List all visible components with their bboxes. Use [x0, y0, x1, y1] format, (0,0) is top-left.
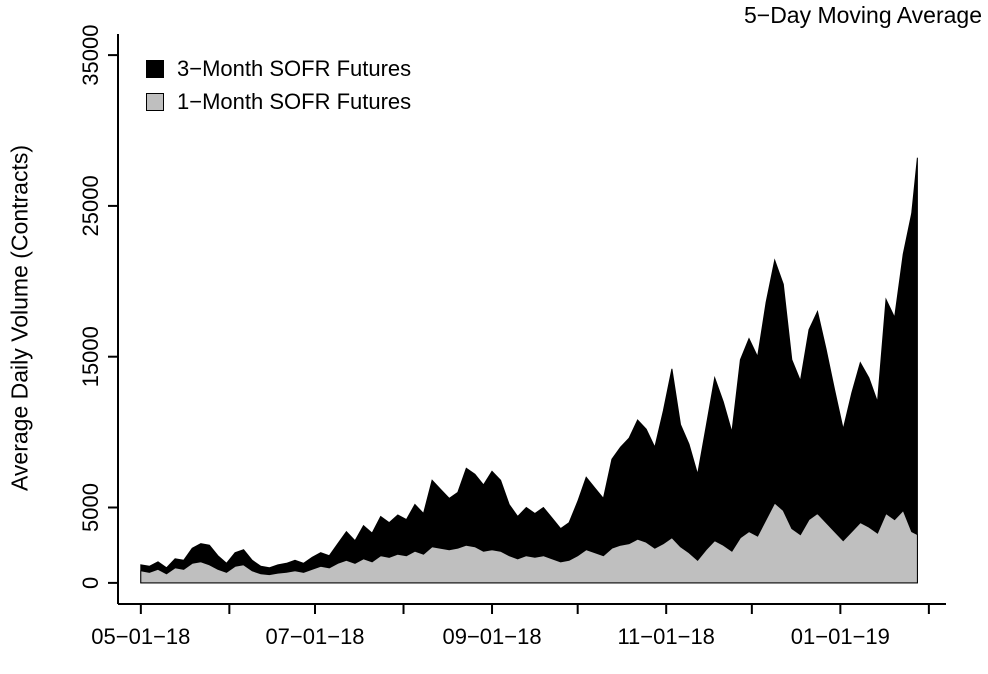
legend: 3−Month SOFR Futures 1−Month SOFR Future…: [146, 56, 411, 115]
legend-swatch-1-month: [146, 93, 164, 111]
x-tick-label: 07−01−18: [265, 624, 364, 649]
x-tick-label: 11−01−18: [617, 624, 714, 649]
legend-swatch-3-month: [146, 60, 164, 78]
legend-item-3-month-sofr: 3−Month SOFR Futures: [146, 56, 411, 82]
y-tick-label: 35000: [78, 25, 103, 86]
legend-label-3-month: 3−Month SOFR Futures: [177, 56, 412, 81]
x-tick-label: 09−01−18: [442, 624, 541, 649]
y-axis-title: Average Daily Volume (Contracts): [6, 145, 33, 491]
x-tick-label: 01−01−19: [791, 624, 890, 649]
area-3-month-sofr: [140, 157, 918, 584]
y-tick-label: 5000: [78, 483, 103, 532]
y-tick-label: 25000: [78, 175, 103, 236]
y-tick-label: 15000: [78, 326, 103, 387]
chart-title: 5−Day Moving Average: [743, 2, 982, 28]
y-tick-label: 0: [78, 577, 103, 589]
legend-label-1-month: 1−Month SOFR Futures: [177, 89, 412, 114]
x-tick-label: 05−01−18: [91, 624, 190, 649]
legend-item-1-month-sofr: 1−Month SOFR Futures: [146, 89, 411, 115]
area-1-month-sofr: [140, 502, 918, 584]
